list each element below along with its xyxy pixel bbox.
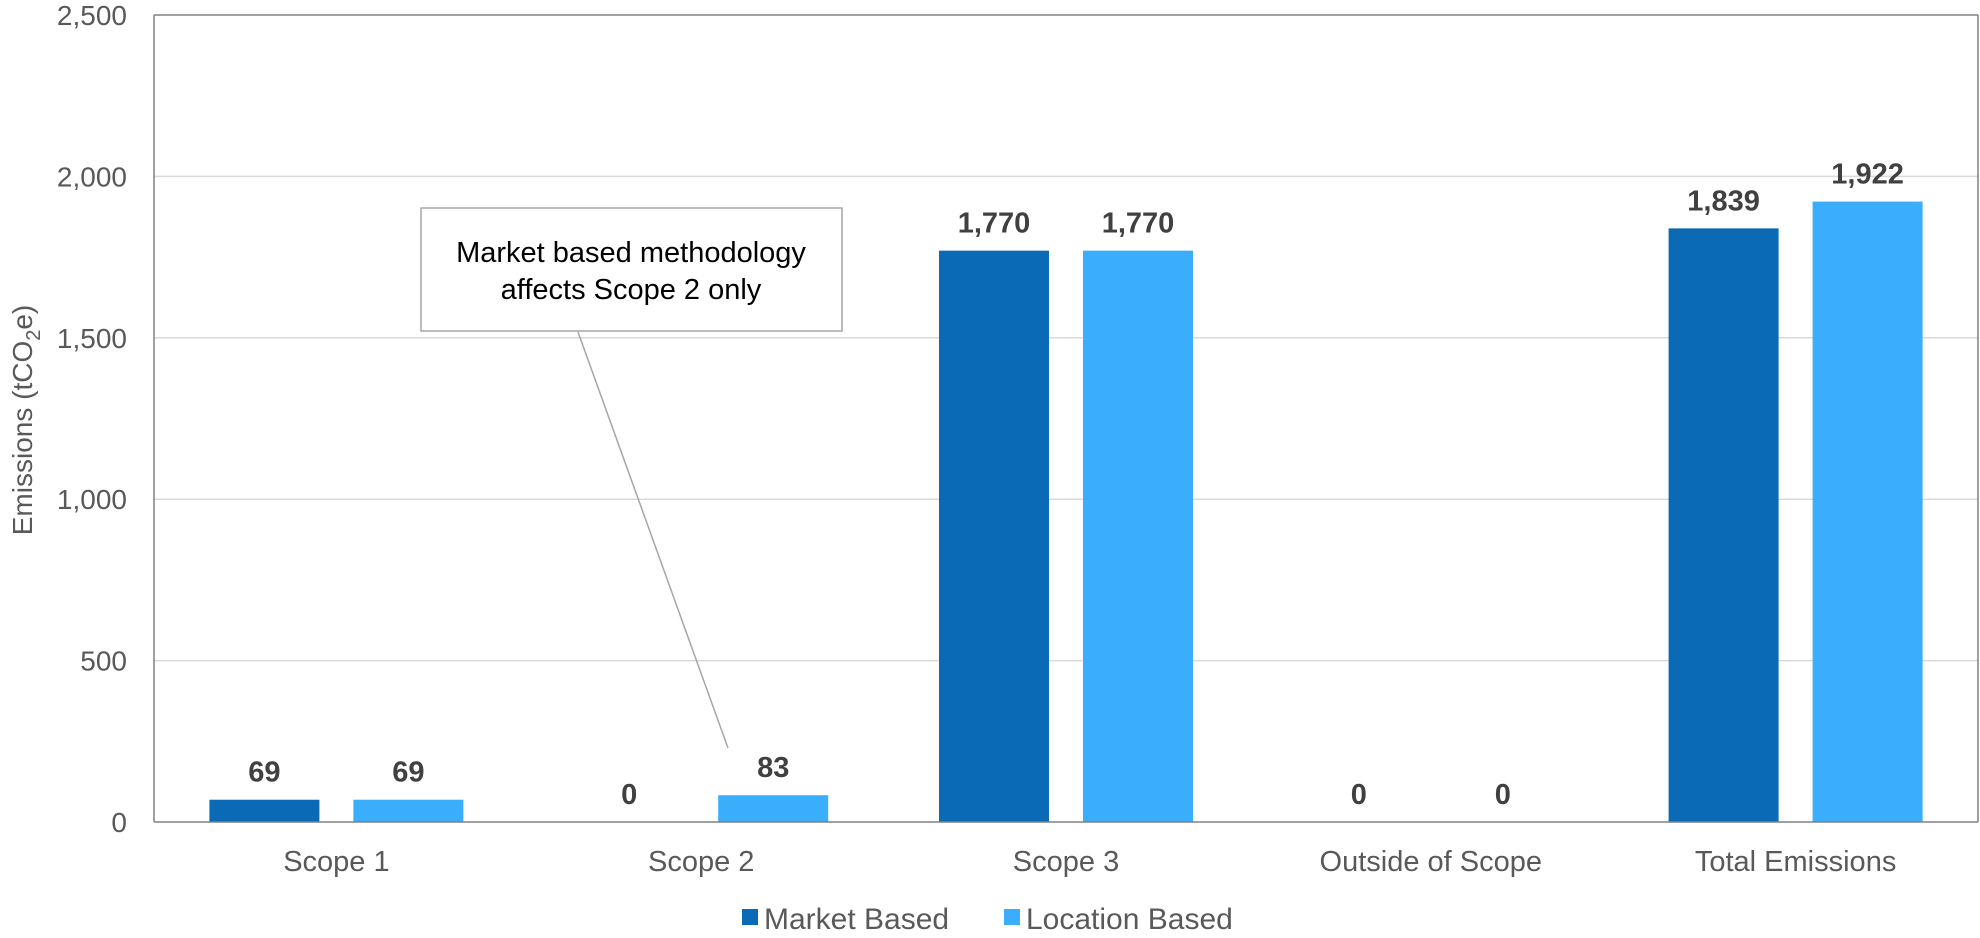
x-axis-categories: Scope 1 Scope 2 Scope 3 Outside of Scope Tot… [283,846,1896,878]
legend-swatch-market-based [742,909,758,925]
annotation-line-1: Market based methodology [456,237,806,269]
x-category-label: Total Emissions [1695,846,1896,878]
annotation-callout: Market based methodology affects Scope 2… [420,207,843,749]
data-label: 1,770 [1102,208,1175,240]
data-label: 1,922 [1831,159,1904,191]
data-label: 83 [757,752,789,784]
bar-market-based [209,799,320,822]
data-label: 0 [1351,779,1367,811]
legend-label-market-based: Market Based [764,903,949,936]
data-label: 1,770 [958,208,1031,240]
bar-market-based [1668,228,1779,823]
bar-location-based [353,799,464,822]
x-category-label: Scope 3 [1013,846,1119,878]
legend-swatch-location-based [1004,909,1020,925]
y-tick-label: 2,000 [57,161,127,192]
bar-location-based [718,795,829,822]
bars [209,201,1923,823]
annotation-leader-line [577,331,729,749]
y-tick-label: 1,500 [57,323,127,354]
y-tick-label: 0 [111,807,127,838]
x-category-label: Scope 1 [283,846,389,878]
data-label: 0 [1495,779,1511,811]
data-label: 0 [621,779,637,811]
x-category-label: Scope 2 [648,846,754,878]
legend-label-location-based: Location Based [1026,903,1233,936]
data-label: 69 [248,757,280,789]
x-category-label: Outside of Scope [1320,846,1542,878]
plot-frame [153,14,1979,823]
y-axis-label: Emissions (tCO2e) [7,305,45,536]
y-tick-label: 1,000 [57,484,127,515]
bar-location-based [1083,250,1193,823]
bar-market-based [939,250,1049,823]
legend: Market Based Location Based [742,903,1233,936]
annotation-box [420,207,843,332]
y-axis-ticks: 0 500 1,000 1,500 2,000 2,500 [57,0,127,838]
data-label: 69 [392,757,424,789]
y-tick-label: 500 [80,646,127,677]
y-tick-label: 2,500 [57,0,127,31]
data-labels: 69 69 0 83 1,770 1,770 0 0 1,839 1,922 [248,159,1904,811]
data-label: 1,839 [1687,185,1760,217]
bar-location-based [1812,201,1923,823]
annotation-line-2: affects Scope 2 only [501,274,762,306]
